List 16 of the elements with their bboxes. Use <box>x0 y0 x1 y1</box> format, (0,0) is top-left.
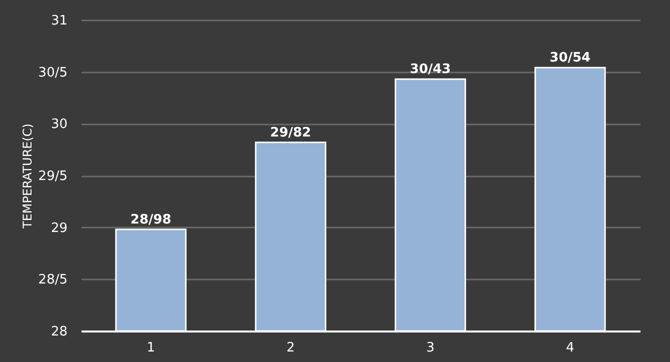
x-tick-label: 4 <box>566 340 574 356</box>
y-tick-label: 29 <box>50 220 68 236</box>
x-tick-label: 3 <box>426 340 435 356</box>
y-tick-label: 30 <box>50 117 68 132</box>
y-tick-label: 29/5 <box>38 169 68 184</box>
y-axis-title: TEMPERATURE(C) <box>20 124 34 230</box>
y-tick-label: 28 <box>50 324 68 340</box>
y-tick-label: 28/5 <box>38 272 68 288</box>
data-label: 30/54 <box>550 50 591 66</box>
x-tick-label: 1 <box>146 340 156 356</box>
y-tick-label: 30/5 <box>38 65 68 80</box>
x-tick-label: 2 <box>286 340 295 356</box>
data-label: 30/43 <box>410 62 451 78</box>
data-label: 29/82 <box>270 125 312 140</box>
y-tick-label: 31 <box>50 14 68 28</box>
data-label: 28/98 <box>130 212 172 228</box>
